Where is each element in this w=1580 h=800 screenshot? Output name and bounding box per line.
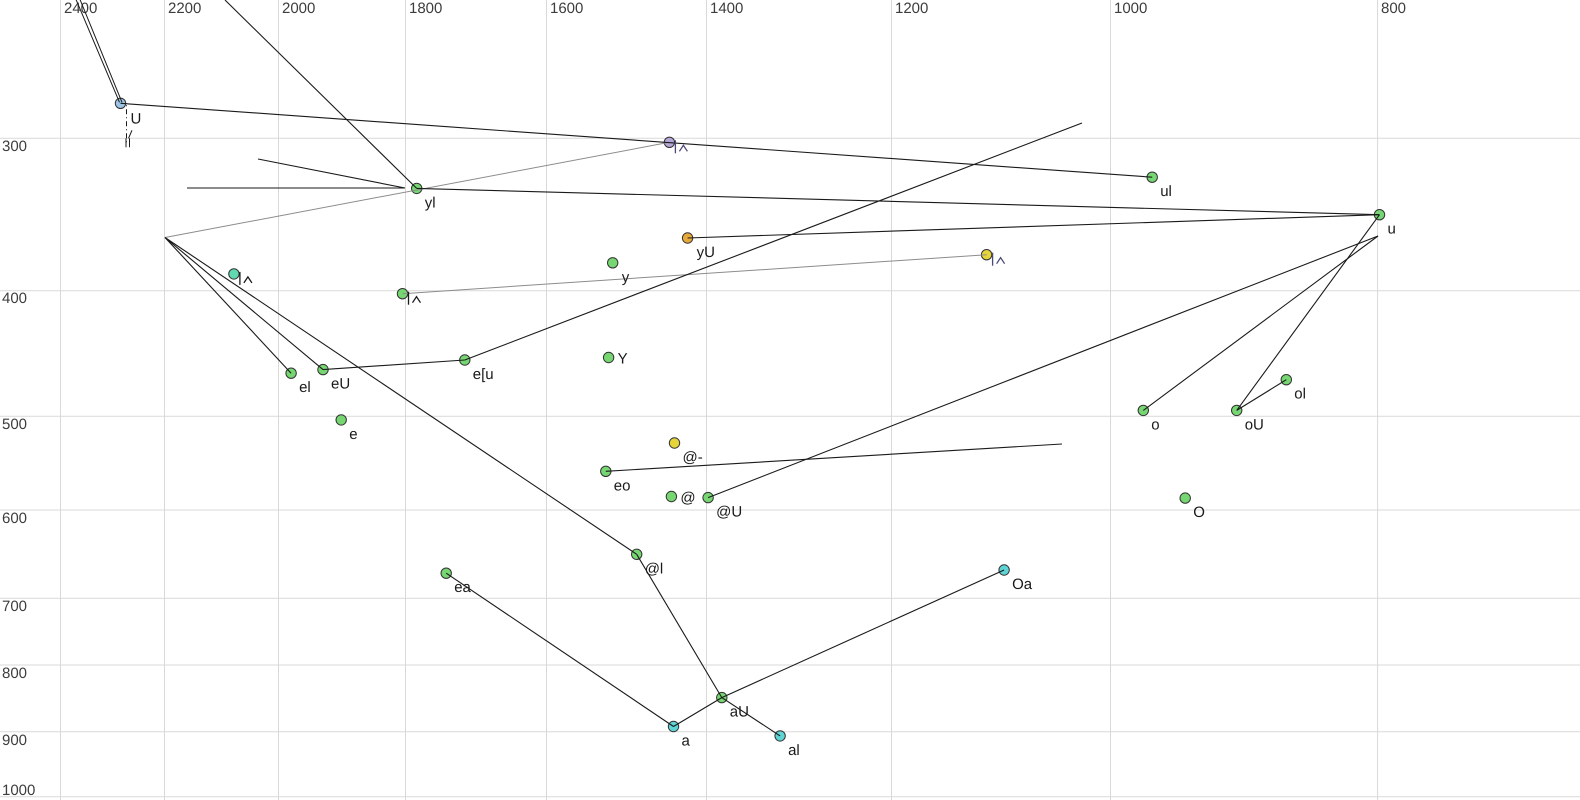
svg-text:aU: aU: [730, 704, 749, 721]
svg-text:300: 300: [2, 138, 27, 155]
svg-text:eU: eU: [331, 376, 350, 393]
svg-text:y: y: [622, 269, 630, 286]
svg-text:2000: 2000: [282, 0, 315, 17]
svg-text:800: 800: [1381, 0, 1406, 17]
svg-text:Y: Y: [618, 351, 628, 368]
svg-text:ea: ea: [454, 579, 471, 596]
svg-text:@U: @U: [716, 504, 742, 521]
svg-text:oU: oU: [1245, 416, 1264, 433]
svg-text:a: a: [682, 733, 691, 750]
svg-text:u: u: [1388, 221, 1396, 238]
svg-text:al: al: [788, 742, 800, 759]
svg-text:Oa: Oa: [1012, 576, 1033, 593]
svg-text:@: @: [680, 490, 695, 507]
svg-text:yl: yl: [425, 194, 436, 211]
svg-text:1200: 1200: [895, 0, 928, 17]
svg-text:@l: @l: [645, 560, 664, 577]
svg-text:@-: @-: [683, 449, 703, 466]
svg-text:e: e: [349, 426, 357, 443]
svg-text:o: o: [1151, 416, 1159, 433]
svg-text:1400: 1400: [710, 0, 743, 17]
svg-text:2200: 2200: [168, 0, 201, 17]
svg-text:eo: eo: [614, 477, 631, 494]
svg-text:400: 400: [2, 290, 27, 307]
svg-text:900: 900: [2, 732, 27, 749]
svg-text:700: 700: [2, 598, 27, 615]
svg-text:O: O: [1193, 504, 1205, 521]
svg-text:U: U: [131, 110, 142, 127]
svg-text:800: 800: [2, 665, 27, 682]
svg-text:1800: 1800: [409, 0, 442, 17]
svg-text:500: 500: [2, 416, 27, 433]
svg-text:1000: 1000: [1114, 0, 1147, 17]
svg-text:yU: yU: [697, 244, 715, 261]
svg-text:e[u: e[u: [473, 366, 494, 383]
svg-text:ul: ul: [1160, 183, 1172, 200]
svg-text:el: el: [299, 379, 311, 396]
svg-text:ol: ol: [1294, 386, 1306, 403]
svg-text:2400: 2400: [64, 0, 97, 17]
svg-text:1000: 1000: [2, 782, 35, 799]
svg-text:600: 600: [2, 510, 27, 527]
svg-text:1600: 1600: [550, 0, 583, 17]
